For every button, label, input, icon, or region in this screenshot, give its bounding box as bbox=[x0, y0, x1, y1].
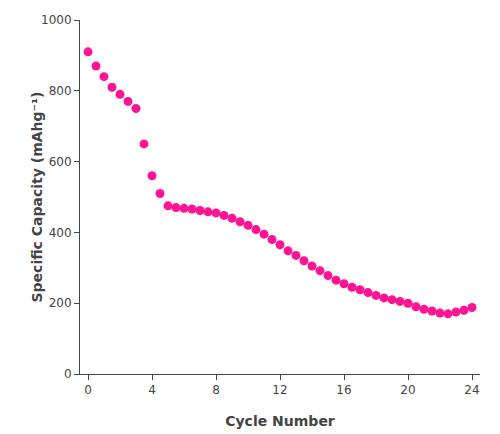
svg-text:12: 12 bbox=[272, 383, 287, 397]
svg-text:800: 800 bbox=[49, 84, 72, 98]
svg-text:0: 0 bbox=[64, 367, 72, 381]
svg-text:400: 400 bbox=[49, 226, 72, 240]
svg-text:8: 8 bbox=[212, 383, 220, 397]
svg-text:24: 24 bbox=[464, 383, 479, 397]
svg-text:0: 0 bbox=[84, 383, 92, 397]
svg-text:1000: 1000 bbox=[41, 13, 72, 27]
svg-text:600: 600 bbox=[49, 155, 72, 169]
svg-text:Specific Capacity (mAhg⁻¹): Specific Capacity (mAhg⁻¹) bbox=[29, 92, 45, 303]
svg-text:20: 20 bbox=[400, 383, 415, 397]
svg-text:Cycle Number: Cycle Number bbox=[225, 413, 335, 429]
svg-text:200: 200 bbox=[49, 296, 72, 310]
svg-text:4: 4 bbox=[148, 383, 156, 397]
svg-text:16: 16 bbox=[336, 383, 351, 397]
